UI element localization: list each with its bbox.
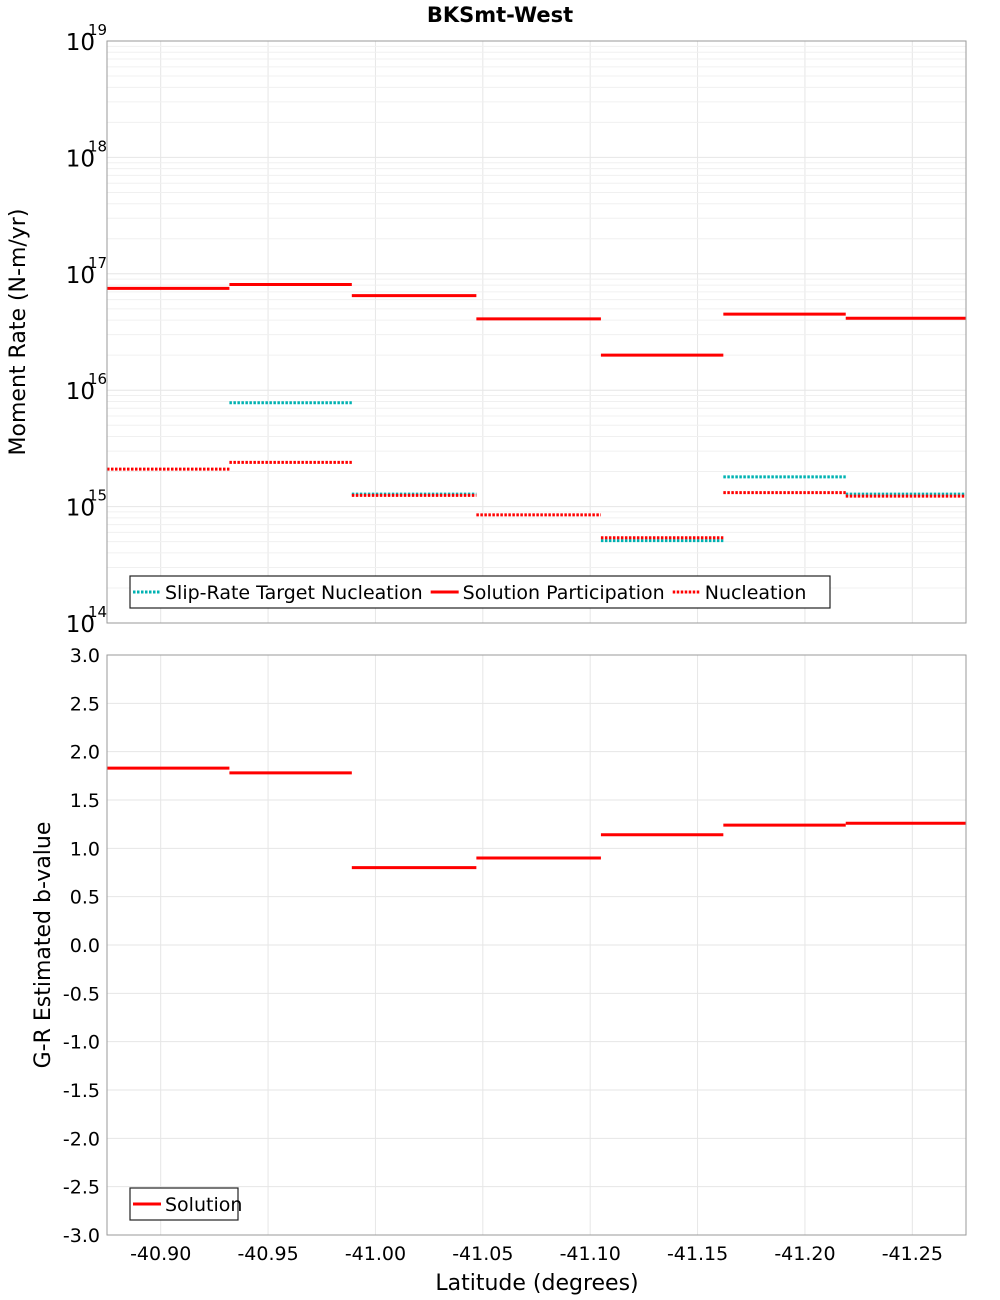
x-tick-label: -41.15 xyxy=(667,1243,728,1265)
b-value-y-ticks: 3.0 2.5 2.0 1.5 1.0 0.5 0.0 -0.5 -1.0 -1.5 -2.0 -2.… xyxy=(63,645,100,1247)
y-tick-label: -2.5 xyxy=(63,1177,100,1199)
b-value-y-axis-label: G-R Estimated b-value xyxy=(31,822,56,1069)
series-solution-participation xyxy=(107,282,966,357)
moment-rate-series xyxy=(107,282,966,543)
y-tick-exponent: 18 xyxy=(88,137,107,155)
moment-rate-grid xyxy=(107,40,966,624)
y-tick-label: -2.0 xyxy=(63,1128,100,1150)
y-tick-exponent: 19 xyxy=(88,21,107,39)
y-tick-base: 10 xyxy=(66,30,95,56)
x-tick-label: -41.00 xyxy=(345,1243,406,1265)
series-nucleation xyxy=(107,460,966,540)
y-tick-exponent: 14 xyxy=(88,603,107,621)
legend-item-slip-rate-target-nucleation: Slip-Rate Target Nucleation xyxy=(133,582,423,604)
y-tick-label: -3.0 xyxy=(63,1225,100,1247)
y-tick-label: -0.5 xyxy=(63,983,100,1005)
y-tick-base: 10 xyxy=(66,496,95,522)
y-tick-label: 1.0 xyxy=(70,838,100,860)
y-tick-label: -1.0 xyxy=(63,1032,100,1054)
y-tick-base: 10 xyxy=(66,146,95,172)
chart-title: BKSmt-West xyxy=(427,3,573,27)
series-solution xyxy=(107,766,966,870)
y-tick-exponent: 15 xyxy=(88,487,107,505)
y-tick-label: 0.5 xyxy=(70,887,100,909)
x-tick-label: -41.10 xyxy=(560,1243,621,1265)
y-tick-exponent: 17 xyxy=(88,254,107,272)
legend-item-nucleation: Nucleation xyxy=(672,582,807,604)
b-value-plot-frame xyxy=(106,654,967,1236)
legend-label: Nucleation xyxy=(705,582,807,604)
y-tick-base: 10 xyxy=(66,379,95,405)
legend-item-solution-participation: Solution Participation xyxy=(430,582,665,604)
y-tick-base: 10 xyxy=(66,612,95,638)
y-tick-label: 3.0 xyxy=(70,645,100,667)
b-value-grid xyxy=(107,654,966,1236)
x-axis-ticks: -40.90 -40.95 -41.00 -41.05 -41.10 -41.15 -41.… xyxy=(130,1243,943,1265)
b-value-legend: Solution xyxy=(129,1187,242,1221)
legend-item-solution: Solution xyxy=(133,1194,242,1216)
legend-label: Solution Participation xyxy=(463,582,665,604)
x-tick-label: -41.05 xyxy=(452,1243,513,1265)
y-tick-label: -1.5 xyxy=(63,1080,100,1102)
y-tick-label: 2.5 xyxy=(70,693,100,715)
x-tick-label: -40.95 xyxy=(237,1243,298,1265)
moment-rate-legend: Slip-Rate Target Nucleation Solution Part… xyxy=(129,575,831,609)
y-tick-label: 2.0 xyxy=(70,742,100,764)
y-tick-label: 0.0 xyxy=(70,935,100,957)
legend-label: Solution xyxy=(165,1194,242,1216)
b-value-panel: 3.0 2.5 2.0 1.5 1.0 0.5 0.0 -0.5 -1.0 -1.5 -2.0 -2.… xyxy=(31,645,967,1296)
y-tick-exponent: 16 xyxy=(88,370,107,388)
moment-rate-y-axis-label: Moment Rate (N-m/yr) xyxy=(6,209,31,456)
moment-rate-plot-frame xyxy=(106,40,967,624)
y-tick-base: 10 xyxy=(66,263,95,289)
x-tick-label: -41.25 xyxy=(882,1243,943,1265)
x-tick-label: -40.90 xyxy=(130,1243,191,1265)
b-value-series xyxy=(107,766,966,870)
legend-label: Slip-Rate Target Nucleation xyxy=(165,582,423,604)
legend-box xyxy=(129,575,831,609)
x-tick-label: -41.20 xyxy=(774,1243,835,1265)
y-tick-label: 1.5 xyxy=(70,790,100,812)
x-axis-label: Latitude (degrees) xyxy=(435,1271,638,1296)
